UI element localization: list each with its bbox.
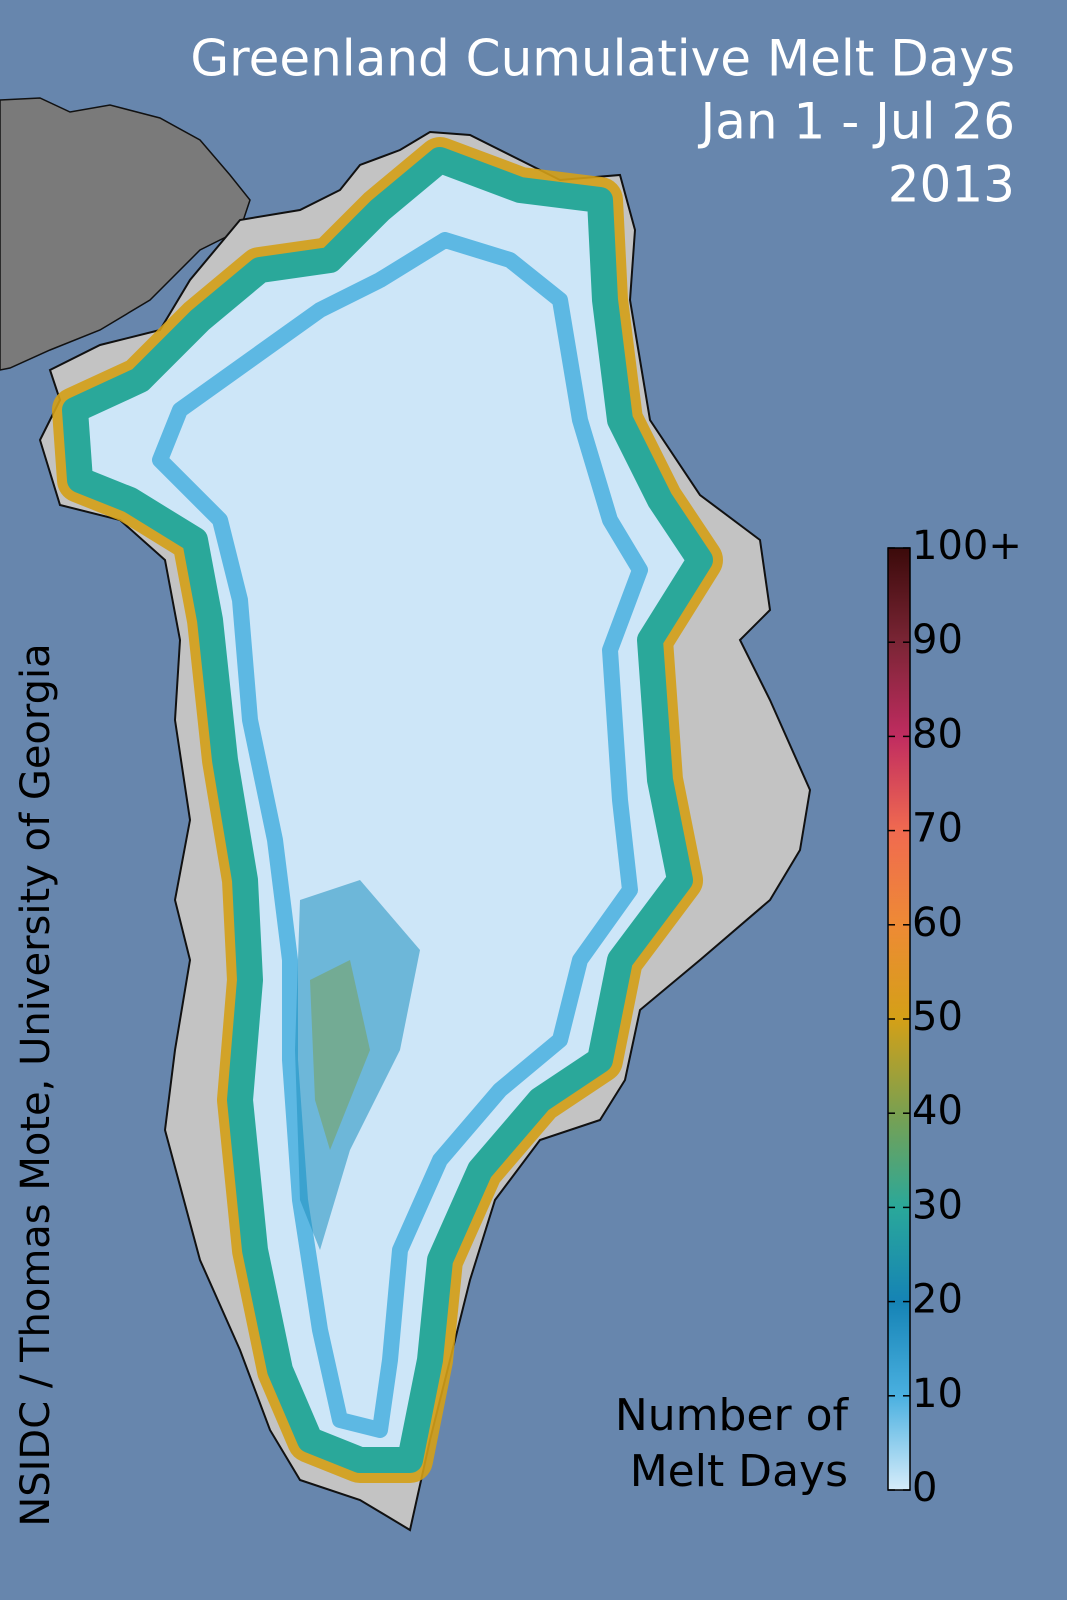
melt-band-west-inner xyxy=(310,960,370,1150)
colorbar-tick-label: 40 xyxy=(912,1088,963,1134)
colorbar-tick-label: 70 xyxy=(912,806,963,852)
colorbar-tick-label: 90 xyxy=(912,617,963,663)
ellesmere-island xyxy=(0,97,251,371)
ice-sheet xyxy=(52,137,723,1483)
credit: NSIDC / Thomas Mote, University of Georg… xyxy=(13,643,59,1526)
colorbar-tick-label: 100+ xyxy=(912,523,1022,569)
colorbar-label: Melt Days xyxy=(630,1446,848,1497)
colorbar-ticks: 0 10 20 30 40 50 60 70 80 90 100+ xyxy=(888,523,1022,1511)
colorbar-tick-label: 60 xyxy=(912,900,963,946)
colorbar-tick-label: 30 xyxy=(912,1182,963,1228)
year: 2013 xyxy=(888,156,1015,214)
colorbar-tick-label: 80 xyxy=(912,711,963,757)
colorbar-label: Number of xyxy=(615,1390,850,1441)
title: Greenland Cumulative Melt Days xyxy=(190,30,1015,88)
colorbar-tick-label: 0 xyxy=(912,1465,937,1511)
colorbar-tick-label: 20 xyxy=(912,1277,963,1323)
colorbar-tick-label: 50 xyxy=(912,994,963,1040)
melt-band-low xyxy=(152,232,648,1438)
subtitle: Jan 1 - Jul 26 xyxy=(698,93,1015,151)
colorbar-tick-label: 10 xyxy=(912,1371,963,1417)
